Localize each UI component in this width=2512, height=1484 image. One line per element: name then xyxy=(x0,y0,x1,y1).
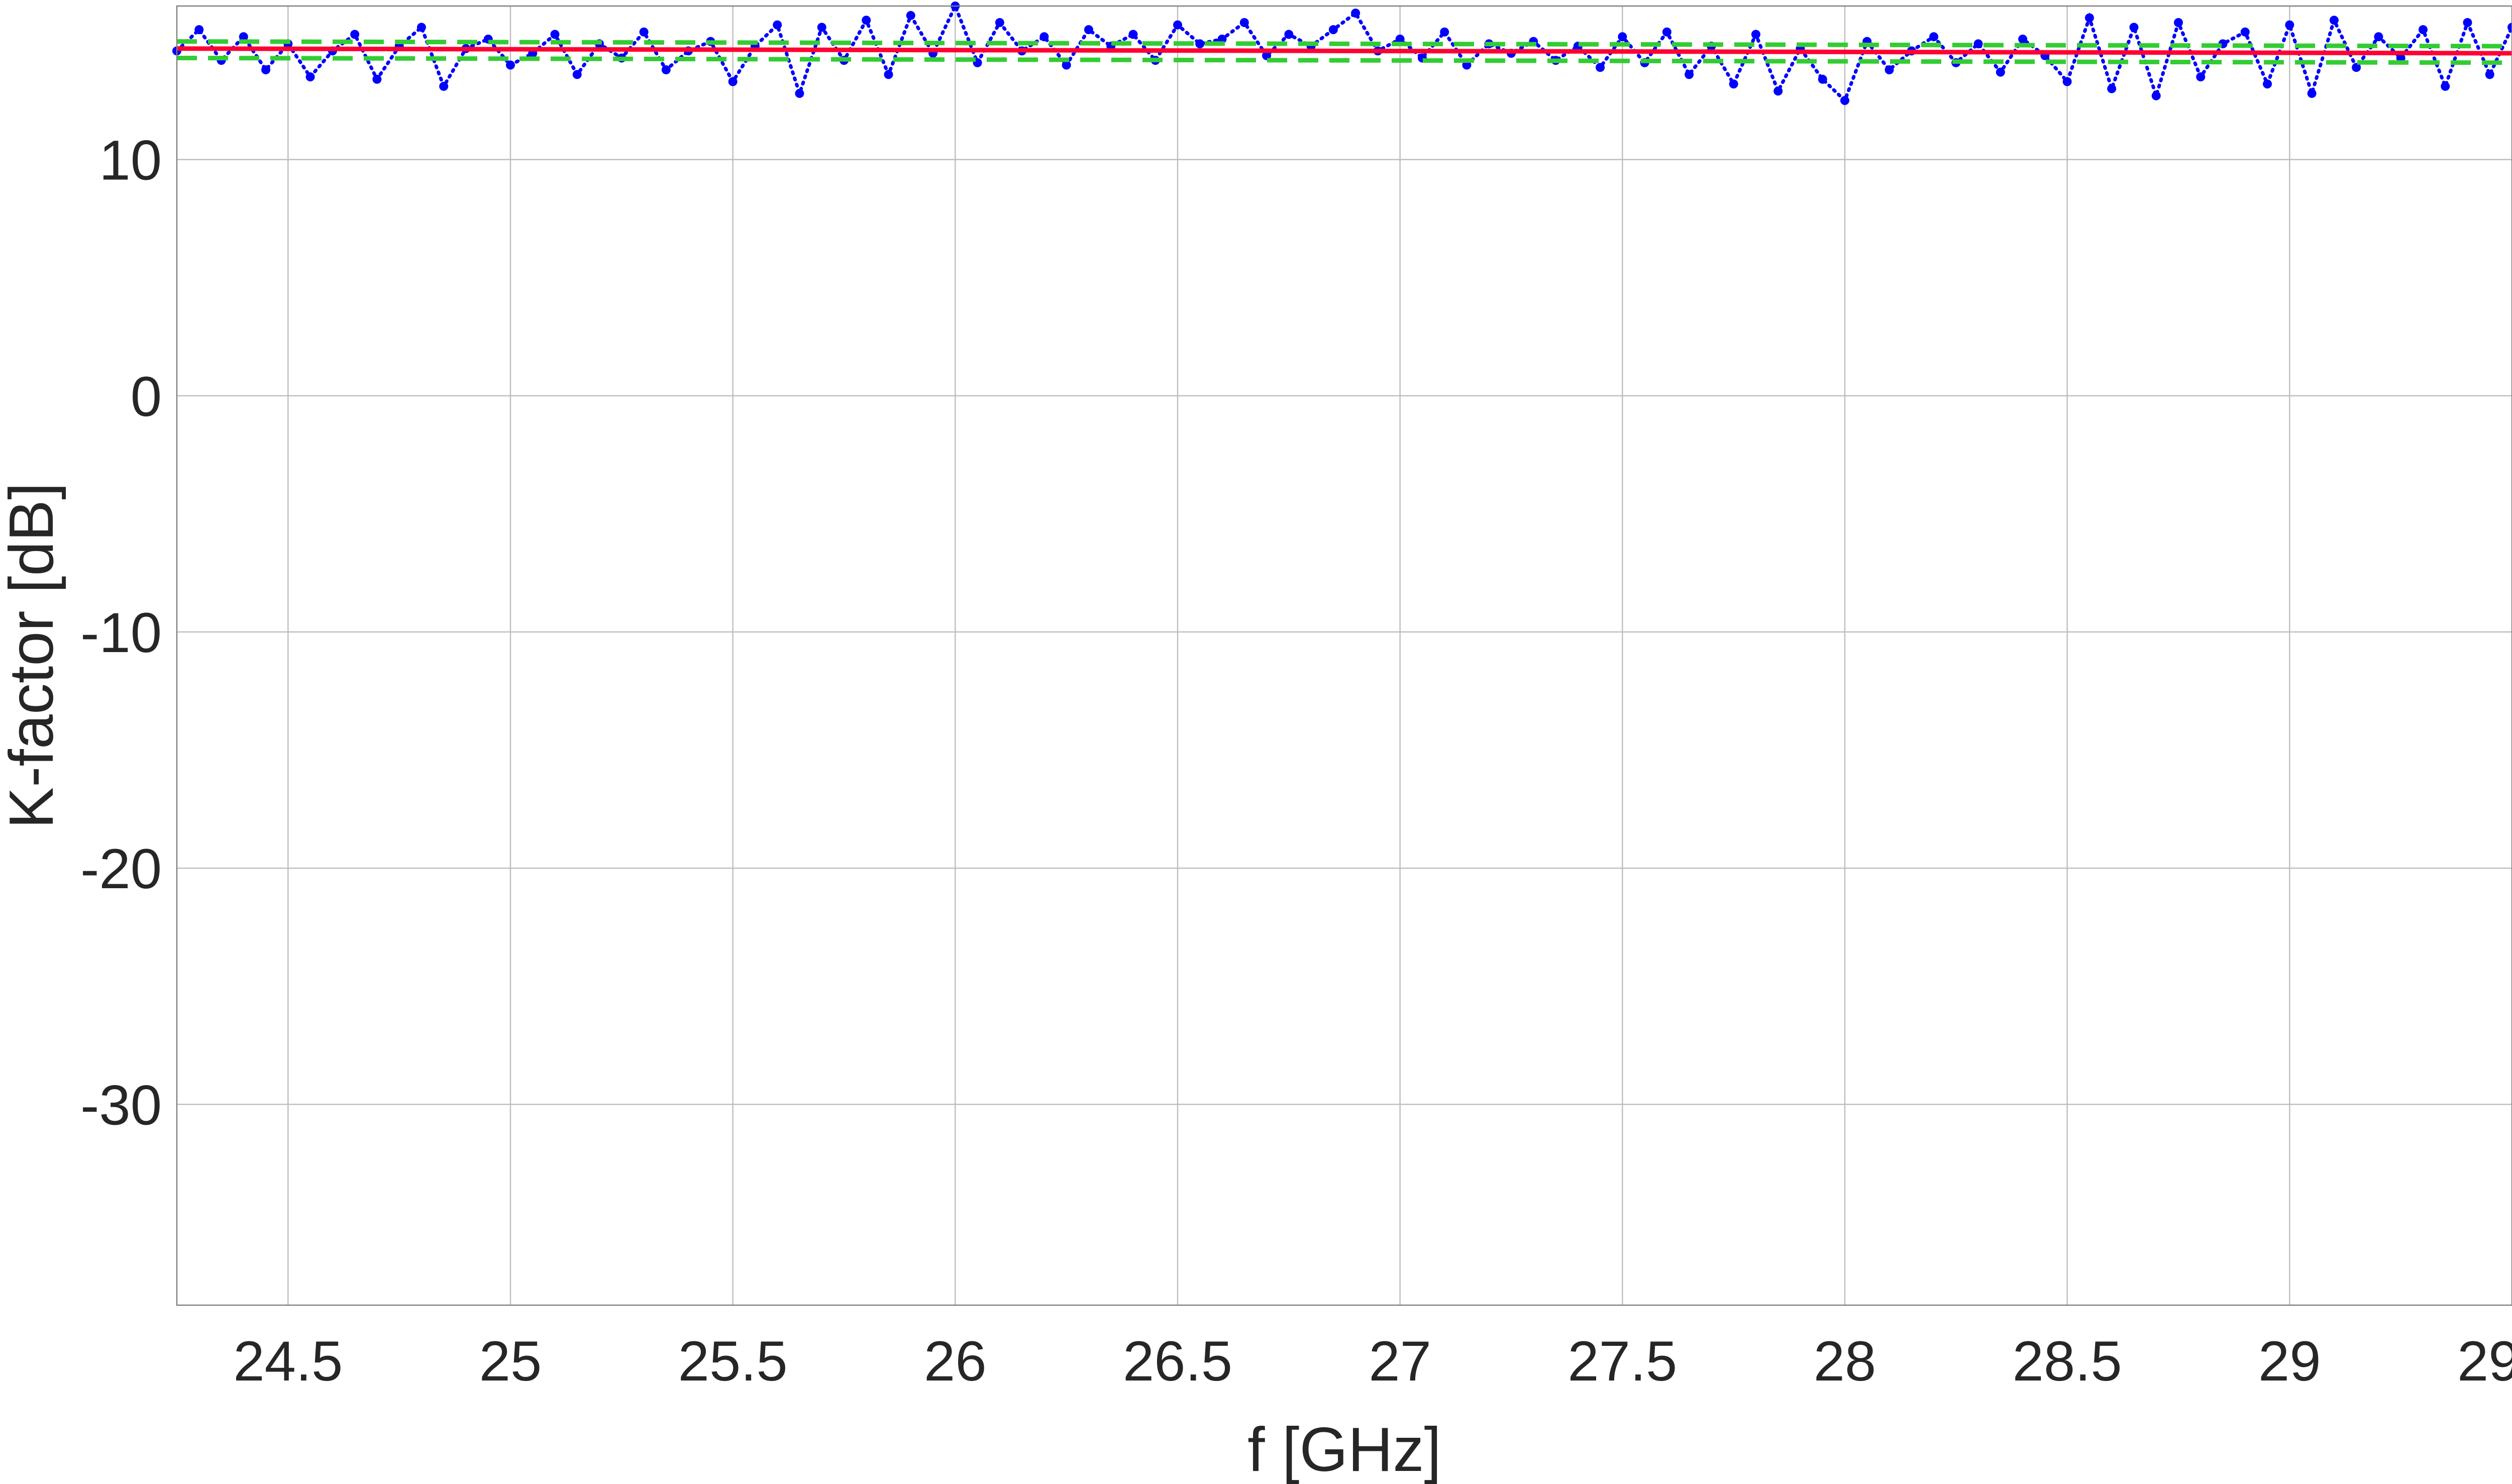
measured-data-point xyxy=(2374,32,2383,42)
measured-data-point xyxy=(2107,84,2117,93)
measured-data-point xyxy=(1239,18,1249,27)
measured-data-point xyxy=(795,88,804,98)
measured-data-point xyxy=(1039,32,1049,42)
measured-data-point xyxy=(817,23,826,32)
measured-data-point xyxy=(1662,27,1671,37)
measured-data-point xyxy=(439,81,449,91)
x-tick-labels: 24.5 25 25.5 26 26.5 27 27.5 28 28.5 29 29.5 xyxy=(233,1330,2512,1393)
measured-data-point xyxy=(2062,77,2072,86)
measured-data-point xyxy=(1596,63,1605,72)
measured-data-point xyxy=(1818,74,1827,84)
plot-area xyxy=(177,6,2512,1305)
measured-data-point xyxy=(1395,34,1405,44)
measured-data-point xyxy=(1173,20,1182,30)
y-axis-label: K-factor [dB] xyxy=(0,482,66,828)
measured-data-point xyxy=(2084,13,2094,23)
measured-data-point xyxy=(194,25,204,35)
measured-data-point xyxy=(2441,81,2450,91)
measured-data-point xyxy=(2329,16,2339,25)
measured-data-point xyxy=(1351,9,1360,18)
measured-data-point xyxy=(1840,96,1849,105)
fitted-mean-line xyxy=(176,46,2512,56)
measured-data-point xyxy=(1973,39,1983,49)
x-axis-label: f [GHz] xyxy=(1247,1415,1441,1484)
measured-data-point xyxy=(1262,51,1272,60)
measured-data-point xyxy=(884,70,893,79)
measured-data-point xyxy=(305,72,315,82)
measured-data-point xyxy=(2174,18,2183,27)
measured-data-point xyxy=(728,77,738,86)
measured-data-point xyxy=(1885,65,1894,74)
measured-data-point xyxy=(1996,67,2005,77)
measured-data-point xyxy=(639,27,649,37)
x-tick-label: 28.5 xyxy=(2013,1330,2122,1393)
measured-data-point xyxy=(1084,25,1093,35)
measured-data-point xyxy=(550,30,560,39)
measured-data-point xyxy=(2307,88,2317,98)
measured-data-point xyxy=(506,60,515,70)
measured-series-line xyxy=(175,2,2512,104)
x-tick-label: 29.5 xyxy=(2457,1330,2512,1393)
measured-data-point xyxy=(239,32,248,42)
measured-data-point xyxy=(350,30,360,39)
measured-data-point xyxy=(416,23,426,32)
measured-data-point xyxy=(2240,27,2250,37)
measured-data-point xyxy=(2018,34,2028,44)
bound-dashed-line xyxy=(176,55,2512,65)
series-layer xyxy=(172,2,2512,105)
measured-data-point xyxy=(862,16,871,25)
measured-data-point xyxy=(572,70,582,79)
measured-data-point xyxy=(995,18,1004,27)
axes-frame xyxy=(176,5,2512,1306)
measured-data-point xyxy=(1195,39,1205,49)
y-tick-label: -20 xyxy=(80,837,162,900)
measured-data-point xyxy=(661,65,671,74)
measured-data-point xyxy=(2285,20,2294,30)
grid-lines xyxy=(177,6,2512,1305)
x-tick-label: 26 xyxy=(924,1330,987,1393)
measured-data-point xyxy=(2263,79,2272,89)
measured-data-point xyxy=(2196,72,2206,82)
bound-dashed-line xyxy=(176,39,2512,49)
measured-data-point xyxy=(1685,70,1694,79)
measured-data-point xyxy=(1751,30,1760,39)
measured-data-point xyxy=(1128,30,1138,39)
measured-data-point xyxy=(2129,23,2139,32)
x-tick-label: 27 xyxy=(1369,1330,1431,1393)
measured-data-point xyxy=(1440,27,1449,37)
measured-data-point xyxy=(2507,23,2512,32)
x-tick-label: 25 xyxy=(479,1330,542,1393)
measured-data-point xyxy=(1618,32,1627,42)
measured-data-point xyxy=(2151,91,2161,100)
x-tick-label: 28 xyxy=(1814,1330,1876,1393)
y-tick-label: 10 xyxy=(99,129,162,192)
measured-data-point xyxy=(1062,60,1071,70)
measured-data-point xyxy=(2463,18,2472,27)
measured-data-point xyxy=(2352,63,2361,72)
measured-data-point xyxy=(906,11,915,20)
x-tick-label: 27.5 xyxy=(1567,1330,1677,1393)
x-tick-label: 25.5 xyxy=(678,1330,788,1393)
y-tick-label: -30 xyxy=(80,1074,162,1136)
measured-data-point xyxy=(2418,25,2428,35)
measured-data-point xyxy=(1773,86,1783,96)
y-tick-label: 0 xyxy=(131,365,162,428)
measured-data-point xyxy=(1929,32,1939,42)
x-tick-label: 26.5 xyxy=(1123,1330,1232,1393)
x-tick-label: 24.5 xyxy=(233,1330,343,1393)
x-tick-label: 29 xyxy=(2258,1330,2321,1393)
measured-data-point xyxy=(1328,25,1338,35)
measured-data-point xyxy=(372,74,382,84)
y-tick-labels: 10 0 -10 -20 -30 xyxy=(80,129,162,1137)
measured-data-point xyxy=(1729,79,1738,89)
measured-data-point xyxy=(1284,30,1294,39)
measured-data-point xyxy=(261,65,271,74)
y-tick-label: -10 xyxy=(80,601,162,664)
measured-data-point xyxy=(773,20,782,30)
measured-data-point xyxy=(2485,70,2494,79)
